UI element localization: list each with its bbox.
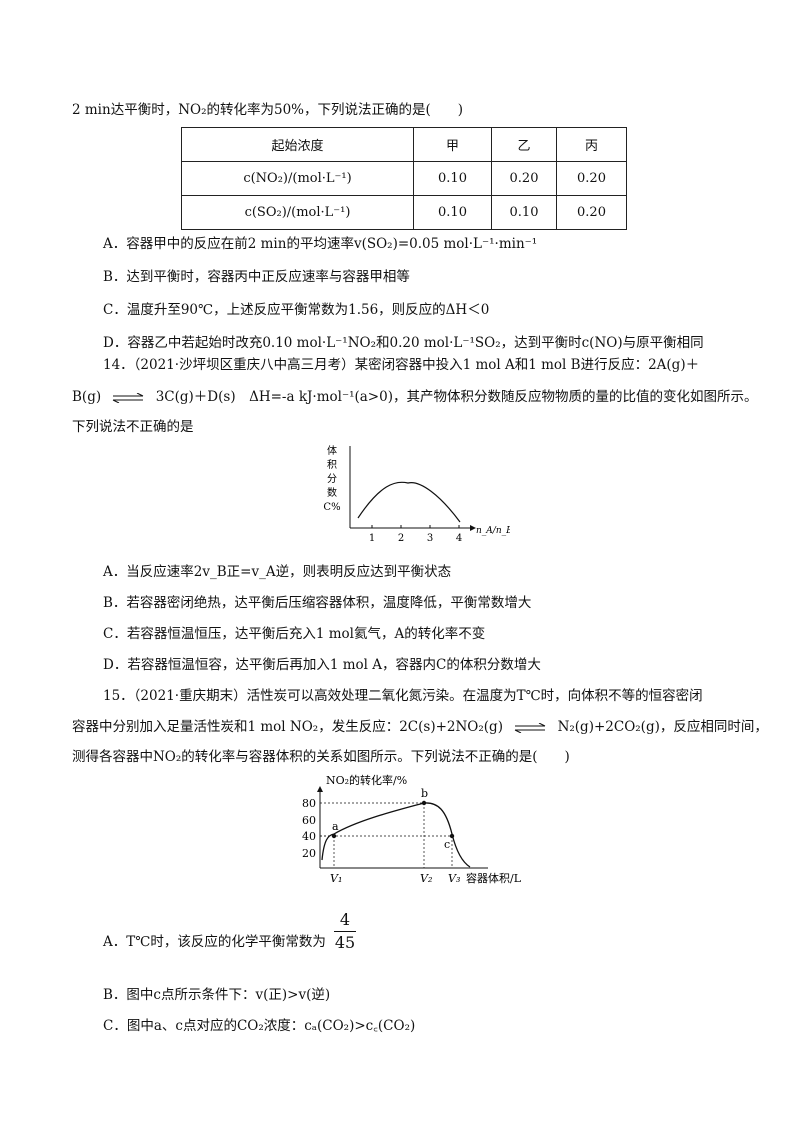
q15-option-a: A．T℃时，该反应的化学平衡常数为 [103, 934, 326, 950]
q15-option-a-fraction: 4 45 [334, 910, 356, 953]
q14-stem-line1: 14．（2021·沙坪坝区重庆八中高三月考）某密闭容器中投入1 mol A和1 … [103, 357, 700, 373]
chart1-ylabel-char: 分 [327, 473, 337, 485]
chart2-curve [321, 802, 471, 868]
chart1-ylabel-char: C% [323, 502, 340, 513]
q15-option-c: C．图中a、c点对应的CO₂浓度：cₐ(CO₂)>c꜀(CO₂) [103, 1018, 416, 1034]
chart1-curve [357, 481, 461, 523]
chart2-point-label: a [332, 820, 339, 833]
fraction-numerator: 4 [339, 910, 351, 929]
chart2-xtick-label: V₃ [448, 872, 460, 885]
fraction-denominator: 45 [334, 933, 356, 952]
chart2-ytick-label: 40 [302, 830, 316, 843]
q14-option-a: A．当反应速率2v_B正=v_A逆，则表明反应达到平衡状态 [103, 564, 452, 580]
table-cell: c(SO₂)/(mol·L⁻¹) [181, 195, 414, 230]
chart1-tick-label: 1 [369, 533, 375, 544]
chart2-xtick-label: V₁ [330, 872, 342, 885]
table-cell: 0.20 [556, 195, 627, 230]
table-cell: 0.10 [413, 161, 492, 196]
q14-option-b: B．若容器密闭绝热，达平衡后压缩容器体积，温度降低，平衡常数增大 [103, 595, 532, 611]
chart2-point-label: b [421, 787, 428, 800]
chart2-ytick-label: 80 [302, 797, 316, 810]
table-row: c(SO₂)/(mol·L⁻¹) 0.10 0.10 0.20 [181, 195, 627, 230]
table-cell: 0.20 [556, 161, 627, 196]
q13-option-d: D．容器乙中若起始时改充0.10 mol·L⁻¹NO₂和0.20 mol·L⁻¹… [103, 335, 704, 351]
q15-stem-line1: 15．（2021·重庆期末）活性炭可以高效处理二氧化氮污染。在温度为T℃时，向体… [103, 688, 703, 704]
table-cell: c(NO₂)/(mol·L⁻¹) [181, 161, 414, 196]
q15-reactants: 容器中分别加入足量活性炭和1 mol NO₂，发生反应：2C(s)+2NO₂(g… [72, 719, 503, 735]
q14-products: 3C(g)＋D(s) ΔH=-a kJ·mol⁻¹(a>0)，其产物体积分数随反… [155, 389, 758, 405]
q14-stem-line2: B(g) 3C(g)＋D(s) ΔH=-a kJ·mol⁻¹(a>0)，其产物体… [72, 387, 757, 407]
equilibrium-arrow-icon [113, 392, 144, 403]
question-13-intro: 2 min达平衡时，NO₂的转化率为50%，下列说法正确的是( ) [72, 102, 464, 118]
q15-stem-line3: 测得各容器中NO₂的转化率与容器体积的关系如图所示。下列说法不正确的是( ) [72, 749, 570, 765]
chart1-ylabel-char: 数 [327, 486, 337, 499]
chart1-ylabel: 体积分数 C% [323, 445, 340, 513]
table-cell: 0.20 [491, 161, 557, 196]
q15-products: N₂(g)+2CO₂(g)，反应相同时间， [557, 719, 768, 735]
q14-reactant-b: B(g) [72, 389, 102, 405]
chart2-y-arrow-icon [317, 786, 323, 792]
chart2-xlabel: 容器体积/L [466, 871, 522, 885]
chart1-x-arrow-icon [470, 525, 476, 531]
table-row: c(NO₂)/(mol·L⁻¹) 0.10 0.20 0.20 [181, 161, 627, 196]
q15-stem-line2: 容器中分别加入足量活性炭和1 mol NO₂，发生反应：2C(s)+2NO₂(g… [72, 717, 768, 737]
table-header-cell: 丙 [556, 127, 627, 162]
chart2-ylabel: NO₂的转化率/% [326, 773, 407, 787]
chart1-ylabel-char: 积 [327, 459, 337, 471]
concentration-table: 起始浓度 甲 乙 丙 c(NO₂)/(mol·L⁻¹) 0.10 0.20 0.… [181, 127, 627, 230]
table-header-cell: 甲 [413, 127, 492, 162]
table-header-cell: 起始浓度 [181, 127, 414, 162]
chart2-point [331, 833, 337, 839]
q15-option-b: B．图中c点所示条件下：v(正)>v(逆) [103, 987, 331, 1003]
table-cell: 0.10 [413, 195, 492, 230]
chart2-point [449, 833, 455, 839]
equilibrium-arrow-icon [515, 722, 546, 733]
chart2-ytick-label: 20 [302, 847, 316, 860]
chart1-ylabel-char: 体 [327, 445, 337, 457]
c-volume-fraction-chart: 体积分数 C% 1 2 3 4 n_A/n_B [323, 445, 510, 544]
q14-option-d: D．若容器恒温恒容，达平衡后再加入1 mol A，容器内C的体积分数增大 [103, 657, 541, 673]
no2-conversion-chart: NO₂的转化率/% 80 60 40 20 a b c V₁ V₂ V₃ 容器体积/L [302, 773, 522, 885]
chart1-tick-label: 4 [456, 533, 462, 544]
chart2-xtick-label: V₂ [420, 872, 432, 885]
q13-option-c: C．温度升至90℃，上述反应平衡常数为1.56，则反应的ΔH＜0 [103, 302, 490, 318]
chart2-ytick-label: 60 [302, 814, 316, 827]
chart1-xlabel: n_A/n_B [476, 526, 510, 536]
q13-option-a: A．容器甲中的反应在前2 min的平均速率v(SO₂)=0.05 mol·L⁻¹… [103, 236, 538, 252]
q13-option-b: B．达到平衡时，容器丙中正反应速率与容器甲相等 [103, 269, 410, 285]
q14-stem-line3: 下列说法不正确的是 [72, 419, 194, 435]
chart2-point [421, 800, 427, 806]
table-cell: 0.10 [491, 195, 557, 230]
chart1-tick-label: 2 [398, 533, 404, 544]
table-header-row: 起始浓度 甲 乙 丙 [181, 127, 627, 162]
table-header-cell: 乙 [491, 127, 557, 162]
chart1-tick-label: 3 [427, 533, 433, 544]
q14-option-c: C．若容器恒温恒压，达平衡后充入1 mol氦气，A的转化率不变 [103, 626, 486, 642]
chart2-point-label: c [444, 838, 450, 851]
